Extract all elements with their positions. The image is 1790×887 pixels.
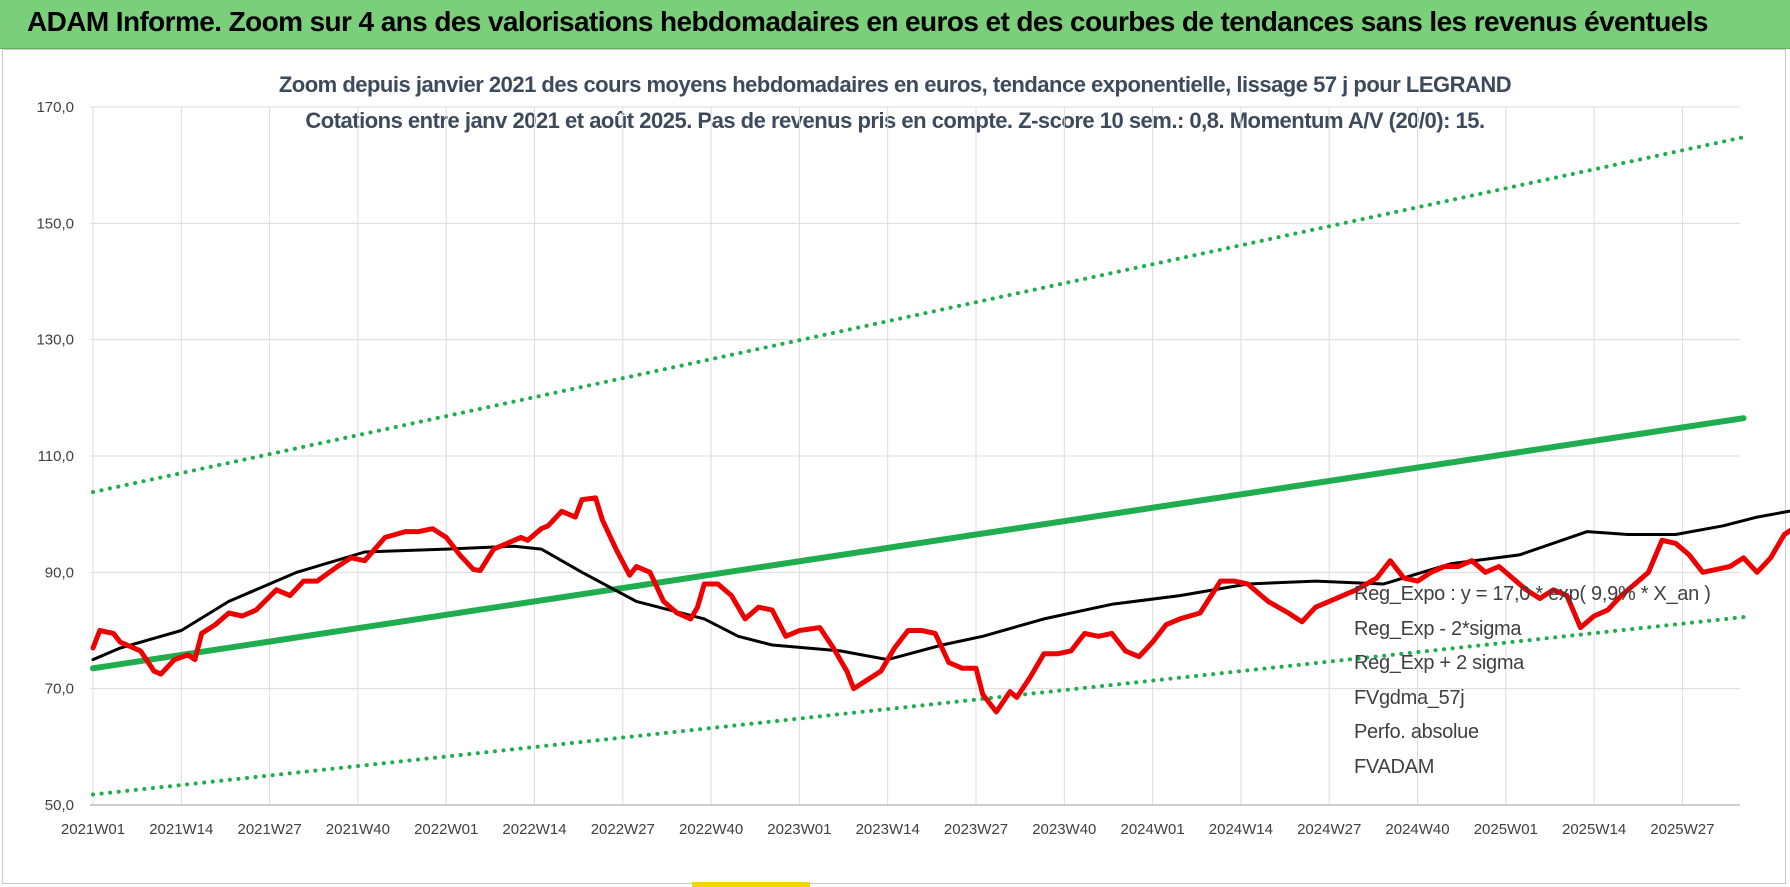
x-axis: 2021W01 2021W14 2021W27 2021W40 2022W01 2022W… xyxy=(61,821,1715,838)
y-tick-label: 130,0 xyxy=(36,332,74,349)
y-tick-label: 70,0 xyxy=(45,681,74,698)
chart-subtitle: Cotations entre janv 2021 et août 2025. … xyxy=(305,108,1485,133)
series-line-0 xyxy=(90,415,1747,672)
x-tick-label: 2025W01 xyxy=(1474,821,1538,838)
y-tick-label: 110,0 xyxy=(38,448,74,465)
x-tick-label: 2023W14 xyxy=(856,821,920,838)
legend-item: FVgdma_57j xyxy=(1298,684,1738,719)
chart-frame xyxy=(2,49,1786,884)
x-tick-label: 2024W01 xyxy=(1120,821,1184,838)
legend-item: Reg_Exp - 2*sigma xyxy=(1298,615,1738,650)
legend-label: Reg_Exp - 2*sigma xyxy=(1354,617,1522,640)
x-tick-label: 2024W27 xyxy=(1297,821,1361,838)
series-line-2 xyxy=(91,135,1746,495)
legend-label: FVADAM xyxy=(1354,755,1435,778)
report-title: ADAM Informe. Zoom sur 4 ans des valoris… xyxy=(27,6,1708,37)
x-tick-label: 2022W01 xyxy=(414,821,478,838)
x-tick-label: 2021W27 xyxy=(237,821,301,838)
x-tick-label: 2025W14 xyxy=(1562,821,1626,838)
x-tick-label: 2023W01 xyxy=(767,821,831,838)
y-tick-label: 170,0 xyxy=(36,99,74,116)
legend-item: FVADAM xyxy=(1298,753,1738,788)
gridlines xyxy=(90,106,1740,806)
x-tick-label: 2023W40 xyxy=(1032,821,1096,838)
y-tick-label: 90,0 xyxy=(45,564,74,581)
report-banner: ADAM Informe. Zoom sur 4 ans des valoris… xyxy=(0,0,1790,49)
x-tick-label: 2021W01 xyxy=(61,821,125,838)
series-line-5 xyxy=(90,495,1790,715)
legend-label: Reg_Exp + 2 sigma xyxy=(1354,652,1524,674)
y-tick-label: 150,0 xyxy=(36,215,74,232)
series-line-1 xyxy=(91,615,1746,797)
series-line-3 xyxy=(91,509,1790,662)
x-tick-label: 2022W14 xyxy=(502,821,566,838)
legend-item: Perfo. absolue xyxy=(1298,718,1738,753)
legend-item: Reg_Exp + 2 sigma xyxy=(1298,649,1738,684)
legend-item: Reg_Expo : y = 17,0 * exp( 9,9% * X_an ) xyxy=(1298,580,1738,615)
legend-label: Perfo. absolue xyxy=(1354,721,1479,743)
chart-title: Zoom depuis janvier 2021 des cours moyen… xyxy=(278,72,1512,97)
x-tick-label: 2021W40 xyxy=(326,821,390,838)
series-layer xyxy=(90,135,1790,797)
scroll-indicator xyxy=(692,882,810,887)
x-tick-label: 2022W27 xyxy=(591,821,655,838)
x-tick-label: 2024W14 xyxy=(1209,821,1273,838)
x-tick-label: 2022W40 xyxy=(679,821,743,838)
legend-label: Reg_Expo : y = 17,0 * exp( 9,9% * X_an ) xyxy=(1354,583,1711,605)
x-tick-label: 2021W14 xyxy=(149,821,213,838)
x-tick-label: 2023W27 xyxy=(944,821,1008,838)
y-tick-label: 50,0 xyxy=(45,797,74,814)
x-tick-label: 2025W27 xyxy=(1650,821,1714,838)
legend-label: FVgdma_57j xyxy=(1354,686,1465,709)
y-axis: 50,0 70,0 90,0 110,0 130,0 150,0 170,0 xyxy=(36,99,74,814)
x-tick-label: 2024W40 xyxy=(1385,821,1449,838)
chart-legend: Reg_Expo : y = 17,0 * exp( 9,9% * X_an )… xyxy=(1298,580,1738,787)
